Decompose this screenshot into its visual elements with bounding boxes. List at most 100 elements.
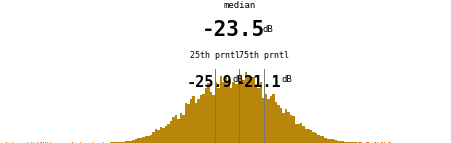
Bar: [287, 112, 290, 143]
Text: dB: dB: [262, 25, 273, 34]
Bar: [120, 142, 122, 143]
Point: [354, 141, 362, 143]
Point: [384, 142, 391, 143]
Text: -23.5: -23.5: [202, 20, 265, 40]
Bar: [110, 142, 112, 143]
Point: [80, 142, 87, 143]
Bar: [352, 142, 354, 143]
Point: [387, 142, 394, 143]
Bar: [140, 138, 142, 143]
Point: [364, 141, 372, 143]
Bar: [262, 98, 265, 143]
Point: [362, 142, 369, 143]
Bar: [317, 135, 319, 143]
Point: [3, 141, 10, 143]
Text: dB: dB: [281, 75, 292, 84]
Bar: [165, 126, 167, 143]
Bar: [295, 124, 297, 143]
Point: [363, 142, 370, 143]
Bar: [222, 82, 225, 143]
Bar: [197, 99, 200, 143]
Bar: [297, 124, 299, 143]
Bar: [330, 139, 332, 143]
Point: [388, 142, 396, 143]
Bar: [177, 119, 179, 143]
Point: [36, 141, 43, 143]
Point: [377, 141, 384, 143]
Bar: [307, 129, 309, 143]
Bar: [282, 113, 285, 143]
Point: [9, 141, 16, 143]
Point: [29, 142, 37, 143]
Bar: [170, 121, 172, 143]
Point: [68, 141, 75, 143]
Point: [372, 142, 379, 143]
Point: [383, 142, 390, 143]
Bar: [275, 102, 277, 143]
Point: [364, 142, 371, 143]
Bar: [167, 124, 170, 143]
Bar: [182, 115, 185, 143]
Bar: [192, 96, 195, 143]
Bar: [112, 142, 115, 143]
Bar: [252, 77, 255, 143]
Point: [62, 142, 69, 143]
Point: [362, 142, 369, 143]
Point: [14, 142, 21, 143]
Bar: [267, 99, 270, 143]
Bar: [132, 140, 135, 143]
Bar: [335, 140, 337, 143]
Point: [358, 141, 365, 143]
Bar: [324, 138, 327, 143]
Point: [369, 142, 376, 143]
Bar: [237, 84, 239, 143]
Bar: [202, 94, 205, 143]
Point: [40, 141, 47, 143]
Bar: [292, 116, 295, 143]
Bar: [162, 128, 165, 143]
Point: [360, 142, 368, 143]
Bar: [327, 139, 330, 143]
Bar: [350, 142, 352, 143]
Bar: [270, 96, 272, 143]
Bar: [299, 123, 302, 143]
Point: [16, 142, 23, 143]
Text: -25.9: -25.9: [187, 75, 232, 90]
Bar: [179, 113, 182, 143]
Point: [28, 142, 35, 143]
Bar: [247, 77, 249, 143]
Bar: [150, 135, 152, 143]
Point: [368, 142, 375, 143]
Bar: [195, 103, 197, 143]
Bar: [239, 75, 242, 143]
Point: [373, 141, 381, 143]
Point: [6, 142, 14, 143]
Point: [23, 141, 31, 143]
Point: [80, 141, 87, 143]
Point: [385, 141, 392, 143]
Point: [46, 141, 53, 143]
Bar: [332, 139, 335, 143]
Bar: [185, 103, 187, 143]
Point: [357, 142, 364, 143]
Bar: [340, 141, 342, 143]
Point: [368, 142, 375, 143]
Point: [33, 141, 40, 143]
Bar: [232, 82, 235, 143]
Bar: [217, 88, 220, 143]
Point: [387, 142, 395, 143]
Point: [30, 141, 37, 143]
Point: [47, 142, 54, 143]
Bar: [304, 129, 307, 143]
Point: [27, 141, 34, 143]
Bar: [157, 130, 160, 143]
Point: [381, 141, 388, 143]
Point: [375, 141, 382, 143]
Bar: [212, 95, 215, 143]
Bar: [142, 137, 145, 143]
Bar: [145, 136, 147, 143]
Point: [0, 141, 8, 143]
Point: [4, 141, 11, 143]
Bar: [242, 80, 244, 143]
Bar: [160, 127, 162, 143]
